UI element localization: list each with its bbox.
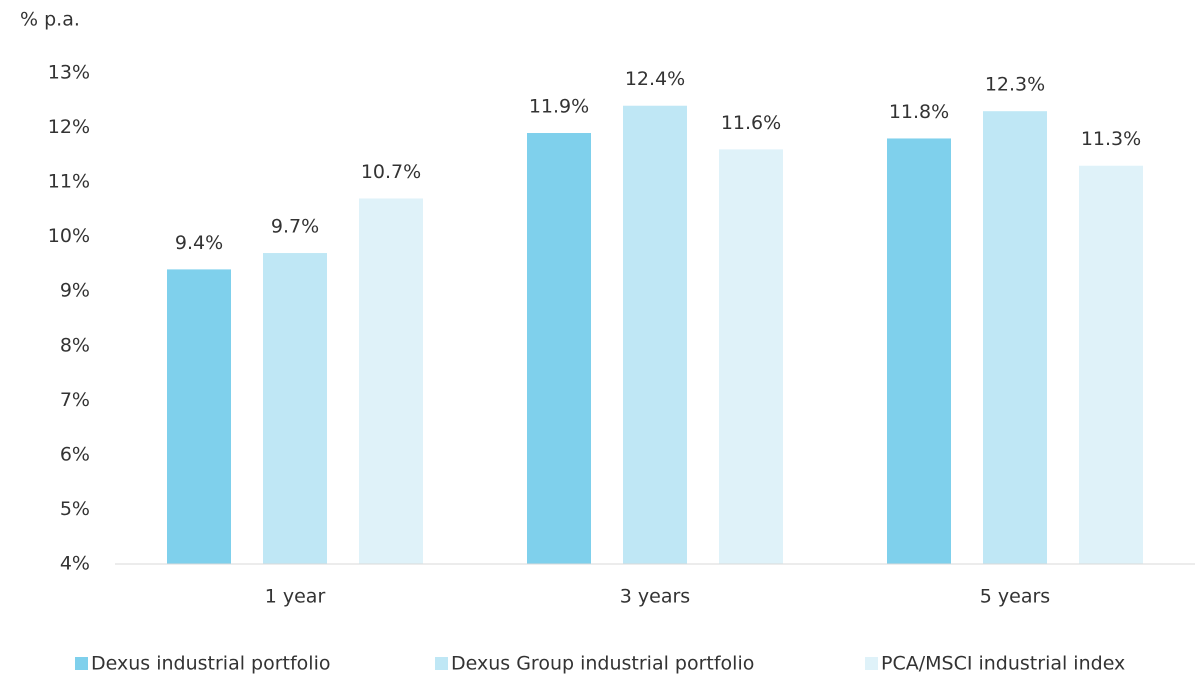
bar bbox=[527, 133, 591, 564]
y-tick-label: 10% bbox=[48, 225, 90, 247]
value-label: 9.4% bbox=[175, 232, 223, 254]
legend-swatch bbox=[75, 657, 88, 670]
legend-label: Dexus industrial portfolio bbox=[91, 653, 330, 675]
y-tick-label: 7% bbox=[60, 389, 90, 411]
y-tick-label: 13% bbox=[48, 62, 90, 84]
y-tick-label: 4% bbox=[60, 553, 90, 575]
bar bbox=[263, 253, 327, 565]
bar bbox=[983, 111, 1047, 564]
value-label: 11.6% bbox=[721, 112, 781, 134]
value-label: 11.8% bbox=[889, 101, 949, 123]
y-tick-label: 5% bbox=[60, 498, 90, 520]
bar bbox=[1079, 165, 1143, 564]
bar bbox=[887, 138, 951, 564]
value-label: 11.9% bbox=[529, 96, 589, 118]
x-tick-label: 3 years bbox=[620, 586, 690, 608]
y-tick-label: 11% bbox=[48, 171, 90, 193]
bar bbox=[719, 149, 783, 564]
value-label: 9.7% bbox=[271, 216, 319, 238]
legend-swatch bbox=[865, 657, 878, 670]
y-tick-label: 9% bbox=[60, 280, 90, 302]
bar bbox=[167, 269, 231, 564]
value-label: 12.3% bbox=[985, 74, 1045, 96]
legend-label: PCA/MSCI industrial index bbox=[881, 653, 1125, 675]
y-tick-label: 12% bbox=[48, 116, 90, 138]
x-tick-label: 1 year bbox=[265, 586, 326, 608]
value-label: 10.7% bbox=[361, 161, 421, 183]
bar bbox=[359, 198, 423, 564]
bar bbox=[623, 105, 687, 564]
x-tick-label: 5 years bbox=[980, 586, 1050, 608]
y-tick-label: 6% bbox=[60, 443, 90, 465]
legend-swatch bbox=[435, 657, 448, 670]
value-label: 12.4% bbox=[625, 68, 685, 90]
value-label: 11.3% bbox=[1081, 128, 1141, 150]
legend-label: Dexus Group industrial portfolio bbox=[451, 653, 754, 675]
y-axis-label: % p.a. bbox=[20, 9, 80, 31]
y-tick-label: 8% bbox=[60, 334, 90, 356]
